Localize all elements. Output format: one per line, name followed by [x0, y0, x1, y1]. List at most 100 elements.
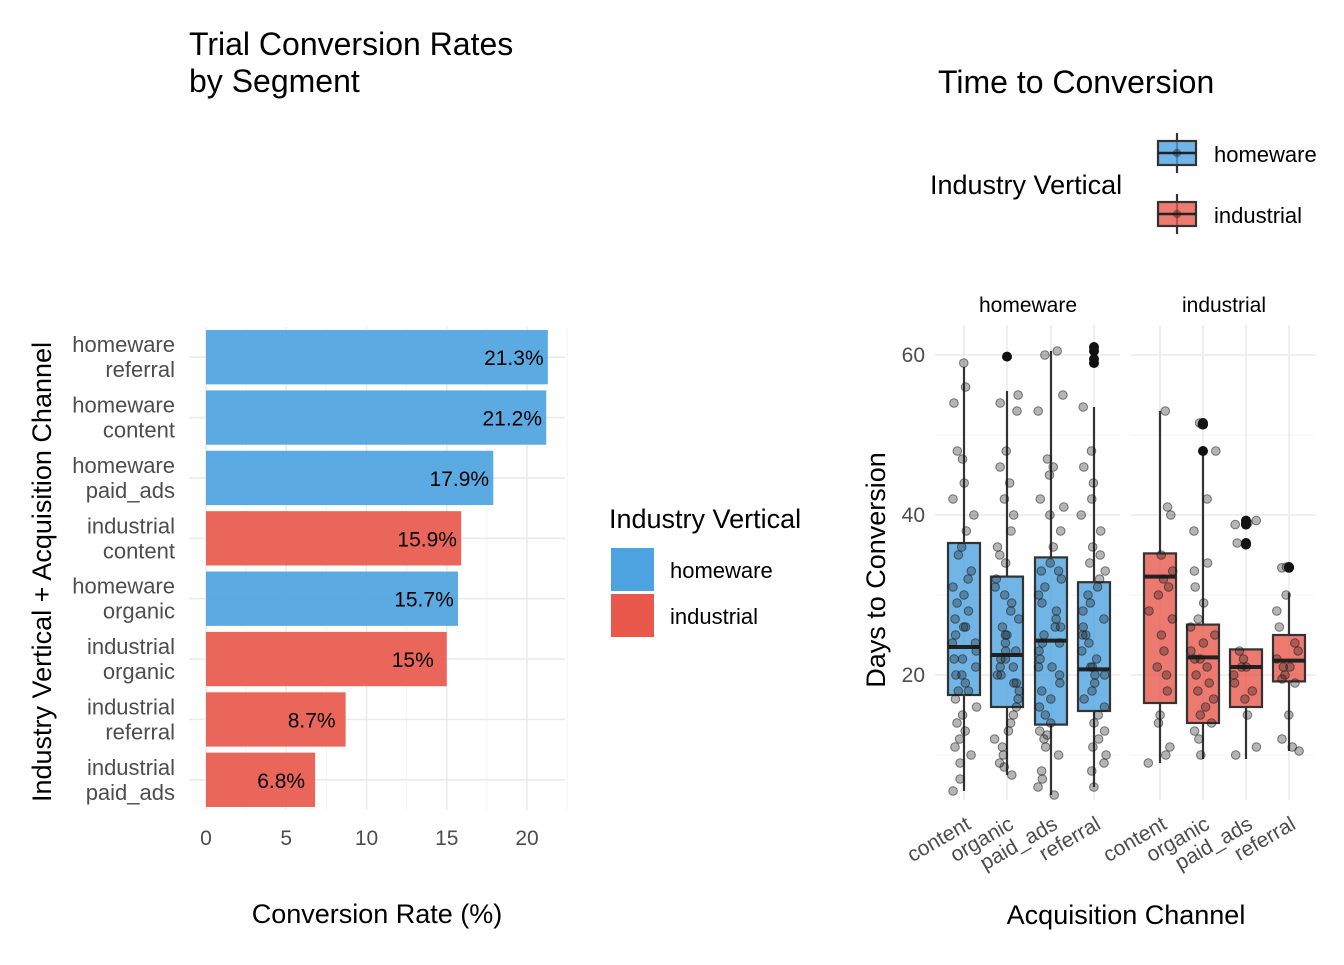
box-point-homeware-paid_ads-7 [1035, 494, 1046, 504]
box-point-homeware-referral-35 [1088, 742, 1098, 752]
box-point-industrial-organic-22 [1195, 710, 1206, 720]
box-point-homeware-content-3 [952, 446, 963, 456]
bar-category-label-line-2: referral [105, 357, 175, 382]
box-point-homeware-content-36 [960, 726, 971, 736]
box-point-homeware-content-24 [949, 654, 959, 664]
box-point-industrial-paid_ads-2 [1230, 519, 1240, 530]
box-point-industrial-referral-6 [1293, 646, 1303, 656]
box-point-homeware-content-7 [969, 510, 979, 520]
box-point-homeware-referral-12 [1092, 582, 1103, 592]
box-point-homeware-content-35 [952, 718, 962, 728]
box-point-homeware-referral-14 [1085, 598, 1096, 608]
box-point-industrial-content-10 [1156, 630, 1167, 640]
box-point-homeware-paid_ads-19 [1051, 606, 1062, 616]
bar-chart-legend: Industry Vertical homeware industrial [609, 504, 801, 637]
box-point-homeware-organic-38 [989, 734, 1000, 744]
box-point-homeware-organic-6 [999, 494, 1010, 504]
box-point-homeware-referral-13 [1083, 590, 1093, 600]
box-point-homeware-referral-25 [1090, 670, 1100, 680]
box-point-homeware-referral-36 [1101, 750, 1111, 760]
bar-category-label-line-2: content [103, 538, 175, 563]
box-point-homeware-organic-7 [1008, 510, 1019, 520]
box-point-industrial-organic-17 [1191, 670, 1201, 680]
box-point-homeware-paid_ads-32 [1037, 686, 1047, 696]
bar-chart: Trial Conversion Rates by Segment 21.3%2… [27, 26, 801, 929]
box-point-industrial-organic-18 [1204, 678, 1214, 688]
bar-category-label-line-1: homeware [72, 332, 175, 357]
box-point-homeware-organic-40 [998, 750, 1009, 760]
box-chart-title: Time to Conversion [938, 64, 1214, 100]
box-point-homeware-paid_ads-42 [1036, 766, 1047, 776]
bar-x-tick-15: 15 [435, 827, 458, 850]
box-point-industrial-content-7 [1153, 590, 1164, 600]
box-point-industrial-paid_ads-10 [1229, 678, 1240, 688]
box-outlier-homeware-referral-1 [1089, 346, 1099, 356]
box-point-homeware-content-38 [950, 742, 960, 752]
box-point-homeware-referral-19 [1081, 630, 1091, 640]
box-point-industrial-paid_ads-12 [1240, 694, 1250, 704]
box-point-homeware-content-21 [947, 638, 958, 648]
box-point-industrial-organic-25 [1194, 734, 1204, 744]
box-outlier-industrial-organic-2 [1198, 446, 1208, 456]
box-point-homeware-paid_ads-2 [1058, 390, 1068, 400]
bar-category-label-line-2: paid_ads [86, 478, 175, 503]
box-point-homeware-paid_ads-45 [1049, 790, 1059, 800]
box-point-homeware-referral-22 [1091, 654, 1102, 664]
box-point-industrial-referral-8 [1285, 662, 1295, 672]
bar-x-tick-5: 5 [280, 827, 292, 850]
box-point-industrial-paid_ads-1 [1243, 518, 1253, 528]
box-point-homeware-organic-39 [997, 742, 1008, 752]
box-point-homeware-paid_ads-8 [1059, 502, 1069, 512]
box-point-homeware-organic-29 [996, 670, 1006, 680]
box-point-homeware-paid_ads-29 [1047, 662, 1057, 672]
box-point-homeware-paid_ads-5 [1048, 462, 1058, 472]
box-point-homeware-paid_ads-35 [1040, 710, 1051, 720]
box-point-homeware-referral-0 [1078, 402, 1088, 412]
box-point-industrial-referral-3 [1272, 606, 1282, 616]
box-y-tick-60: 60 [902, 344, 925, 367]
box-point-industrial-referral-4 [1274, 622, 1285, 632]
box-chart-y-tick-labels: 20 40 60 [902, 344, 925, 687]
box-point-homeware-paid_ads-26 [1034, 646, 1044, 656]
box-point-industrial-organic-1 [1197, 419, 1207, 430]
box-point-industrial-organic-10 [1185, 622, 1196, 632]
bar-x-tick-0: 0 [200, 827, 212, 850]
bar-category-label-line-2: organic [103, 599, 175, 624]
box-point-homeware-referral-31 [1093, 710, 1103, 720]
box-point-industrial-paid_ads-9 [1228, 670, 1239, 680]
box-point-homeware-content-31 [953, 686, 964, 696]
bar-value-label: 17.9% [430, 468, 490, 491]
box-chart-legend: Industry Vertical homeware industrial [930, 133, 1317, 234]
box-point-homeware-paid_ads-21 [1050, 622, 1060, 632]
bar-value-label: 15.9% [397, 528, 457, 551]
box-point-homeware-referral-16 [1099, 614, 1109, 624]
bar-category-label-line-1: homeware [72, 393, 175, 418]
box-point-homeware-referral-2 [1079, 462, 1089, 472]
box-point-industrial-content-1 [1162, 502, 1173, 512]
bar-legend-swatch-industrial [611, 594, 654, 637]
box-point-homeware-organic-42 [999, 762, 1010, 772]
box-point-homeware-organic-43 [1007, 770, 1017, 780]
box-point-homeware-content-20 [950, 630, 961, 640]
box-point-industrial-content-6 [1163, 582, 1174, 592]
box-point-homeware-content-41 [955, 774, 965, 784]
bar-category-label-line-2: content [103, 418, 175, 443]
bar-chart-bars [206, 330, 548, 807]
box-point-homeware-content-37 [954, 734, 965, 744]
bar-homeware-paid_ads [206, 450, 494, 506]
box-point-homeware-referral-1 [1086, 446, 1097, 456]
box-point-homeware-paid_ads-28 [1033, 662, 1044, 672]
box-point-homeware-content-11 [966, 566, 977, 576]
box-chart-x-tick-labels: contentorganicpaid_adsreferralcontentorg… [903, 812, 1299, 875]
box-point-industrial-content-13 [1161, 670, 1172, 680]
box-point-homeware-content-42 [948, 786, 958, 796]
box-point-industrial-content-5 [1158, 574, 1169, 584]
box-point-homeware-content-23 [971, 646, 982, 656]
bar-industrial-organic [206, 631, 447, 687]
box-point-homeware-content-26 [971, 662, 981, 672]
box-point-industrial-organic-15 [1190, 654, 1200, 664]
box-point-homeware-organic-22 [1011, 646, 1021, 656]
box-point-industrial-referral-1 [1277, 563, 1287, 573]
bar-category-label-line-1: industrial [87, 694, 175, 719]
box-point-industrial-paid_ads-0 [1251, 515, 1261, 526]
